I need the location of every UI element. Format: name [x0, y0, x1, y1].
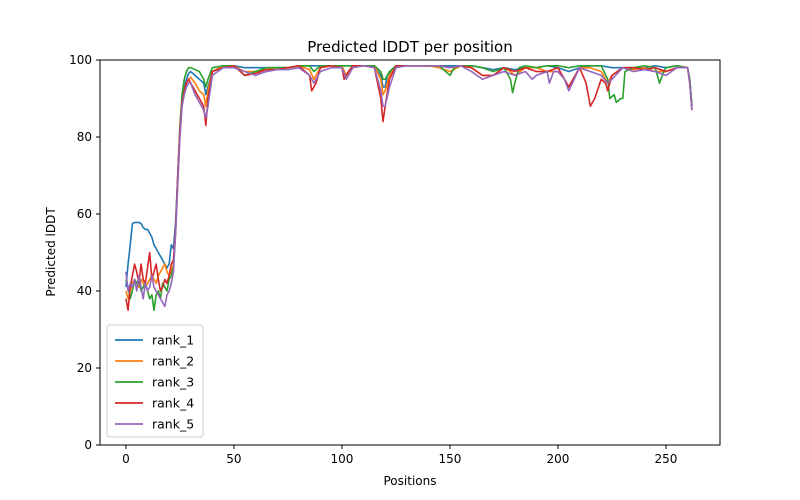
- y-tick-label: 40: [77, 284, 92, 298]
- x-axis: 0 50 100 150 200 250: [122, 445, 677, 466]
- y-axis-label: Predicted lDDT: [44, 207, 58, 297]
- legend-label: rank_1: [152, 333, 194, 348]
- x-tick-label: 50: [226, 452, 241, 466]
- y-tick-label: 20: [77, 361, 92, 375]
- chart-title: Predicted lDDT per position: [307, 38, 512, 56]
- axes-frame: [99, 59, 721, 446]
- x-tick-label: 150: [439, 452, 462, 466]
- x-tick-label: 250: [655, 452, 678, 466]
- legend: rank_1 rank_2 rank_3 rank_4 rank_5: [106, 324, 204, 438]
- legend-label: rank_5: [152, 417, 194, 432]
- x-axis-label: Positions: [384, 474, 437, 488]
- series-line-rank_4: [125, 64, 693, 312]
- x-tick-label: 200: [547, 452, 570, 466]
- series-line-rank_5: [125, 64, 693, 308]
- legend-box: [106, 324, 204, 438]
- y-tick-label: 60: [77, 207, 92, 221]
- legend-label: rank_2: [152, 354, 194, 369]
- plot-area: [125, 64, 693, 312]
- series-line-rank_3: [125, 64, 693, 312]
- y-tick-label: 80: [77, 130, 92, 144]
- x-tick-label: 100: [330, 452, 353, 466]
- x-tick-label: 0: [122, 452, 130, 466]
- y-tick-label: 100: [69, 53, 92, 67]
- y-tick-label: 0: [84, 438, 92, 452]
- legend-label: rank_4: [152, 396, 194, 411]
- legend-label: rank_3: [152, 375, 194, 390]
- y-axis: 0 20 40 60 80 100: [69, 53, 100, 452]
